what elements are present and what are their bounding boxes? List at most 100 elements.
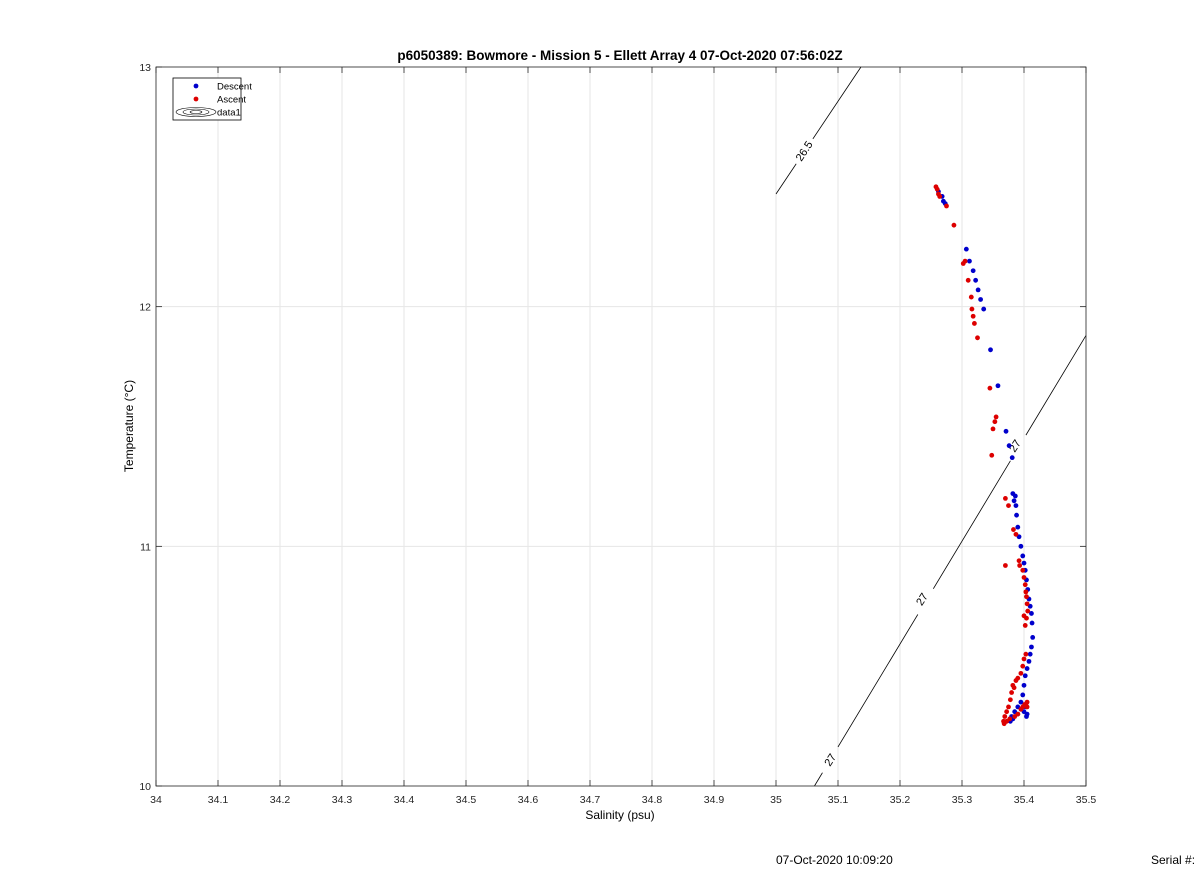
- ascent-point: [965, 277, 971, 283]
- ascent-point: [1024, 594, 1029, 600]
- descent-point: [988, 347, 993, 353]
- contour-line-26-5-0: [775, 66, 862, 195]
- chart-title: p6050389: Bowmore - Mission 5 - Ellett A…: [397, 48, 842, 63]
- legend-label-ascent: Ascent: [217, 95, 246, 106]
- ascent-point: [1023, 589, 1029, 595]
- ascent-point: [1015, 711, 1021, 717]
- contour-label-2: 27: [914, 591, 931, 608]
- x-tick-label: 34.8: [642, 794, 663, 806]
- x-tick-label: 34.7: [580, 794, 601, 806]
- ascent-point: [1003, 496, 1008, 501]
- x-tick-label: 34.4: [394, 794, 415, 806]
- ascent-point: [1024, 699, 1030, 705]
- ascent-point: [962, 258, 968, 264]
- descent-point: [1022, 673, 1028, 679]
- descent-point: [1011, 498, 1017, 504]
- x-tick-label: 35.5: [1076, 794, 1097, 806]
- ascent-point: [1007, 716, 1013, 722]
- descent-point: [973, 277, 979, 283]
- descent-point: [1006, 443, 1012, 449]
- ascent-point: [970, 313, 976, 319]
- legend-marker-ascent: [193, 96, 199, 102]
- descent-point: [1030, 635, 1036, 640]
- x-tick-label: 35.4: [1014, 794, 1035, 806]
- ascent-point: [1023, 651, 1029, 657]
- ascent-point: [1006, 503, 1011, 508]
- ascent-point: [990, 426, 996, 432]
- y-tick-label: 11: [140, 541, 151, 553]
- x-tick-label: 34.2: [270, 794, 291, 806]
- descent-point: [1021, 682, 1027, 688]
- descent-point: [1021, 560, 1027, 566]
- descent-point: [995, 383, 1001, 389]
- contour-lines: [775, 66, 1087, 787]
- descent-point: [970, 268, 976, 274]
- axes: 34 34.1 34.2 34.3 34.4 34.5 34.6 34.7 34.8 34.9 35…: [139, 62, 1096, 806]
- x-tick-label: 34: [150, 794, 162, 806]
- ascent-point: [1021, 613, 1027, 619]
- axes-box: [155, 66, 1087, 787]
- y-tick-label: 10: [139, 781, 151, 793]
- descent-point: [975, 287, 981, 293]
- descent-point: [981, 306, 987, 312]
- legend-label-data1: data1: [217, 108, 241, 119]
- x-tick-label: 34.9: [704, 794, 725, 806]
- descent-point: [1024, 714, 1029, 719]
- descent-point: [1029, 611, 1034, 616]
- descent-point: [1015, 524, 1021, 530]
- ascent-point: [1013, 531, 1019, 537]
- y-axis-label: Temperature (°C): [122, 380, 136, 472]
- ascent-point: [951, 222, 957, 228]
- x-tick-label: 35.3: [952, 794, 973, 806]
- descent-point: [1013, 503, 1019, 508]
- ascent-point: [972, 321, 977, 326]
- ascent-point: [968, 294, 974, 300]
- descent-point: [1012, 493, 1018, 499]
- x-tick-label: 34.5: [456, 794, 477, 806]
- ascent-point: [1017, 563, 1023, 568]
- contour-label-1: 27: [822, 752, 839, 769]
- ascent-point: [1003, 563, 1008, 568]
- x-tick-label: 34.1: [208, 794, 229, 806]
- descent-point: [1027, 651, 1033, 657]
- descent-point: [1024, 666, 1030, 671]
- ascent-point: [993, 414, 999, 420]
- ascent-point: [1004, 709, 1010, 715]
- ascent-point: [1009, 690, 1014, 695]
- ascent-point: [1022, 623, 1028, 628]
- descent-point: [1020, 692, 1026, 698]
- x-axis-label: Salinity (psu): [585, 808, 654, 822]
- ascent-point: [1016, 558, 1022, 564]
- ascent-point: [1024, 704, 1030, 710]
- contour-line-27-1: [814, 335, 1087, 787]
- x-tick-label: 35: [770, 794, 782, 806]
- descent-point: [1029, 620, 1035, 626]
- plot-area: [156, 67, 1086, 786]
- descent-point: [967, 258, 972, 264]
- legend: Descent Ascent data1: [172, 77, 252, 121]
- ascent-point: [1025, 608, 1031, 614]
- legend-label-descent: Descent: [217, 82, 252, 93]
- ascent-point: [1018, 670, 1024, 676]
- ascent-point: [934, 186, 940, 192]
- legend-contour-icon: [175, 107, 217, 117]
- x-tick-label: 35.1: [828, 794, 849, 806]
- legend-box: [172, 77, 242, 121]
- ascent-point: [1006, 704, 1011, 710]
- ascent-point: [1010, 682, 1016, 688]
- descent-point: [1026, 658, 1032, 664]
- ascent-point: [1020, 567, 1026, 573]
- ascent-point: [1021, 656, 1027, 662]
- ascent-point: [1024, 601, 1030, 607]
- descent-point: [1003, 428, 1009, 434]
- ascent-point: [1022, 582, 1028, 588]
- x-tick-label: 34.3: [332, 794, 353, 806]
- contour-label-3: 27: [1007, 438, 1024, 455]
- ascent-point: [937, 194, 943, 199]
- ascent-point: [987, 385, 993, 391]
- ascent-point: [1021, 575, 1027, 580]
- ascent-point: [1020, 663, 1026, 669]
- descent-point: [1029, 644, 1034, 650]
- footer-serial-label: Serial #:: [1151, 853, 1196, 867]
- descent-point: [1018, 699, 1024, 705]
